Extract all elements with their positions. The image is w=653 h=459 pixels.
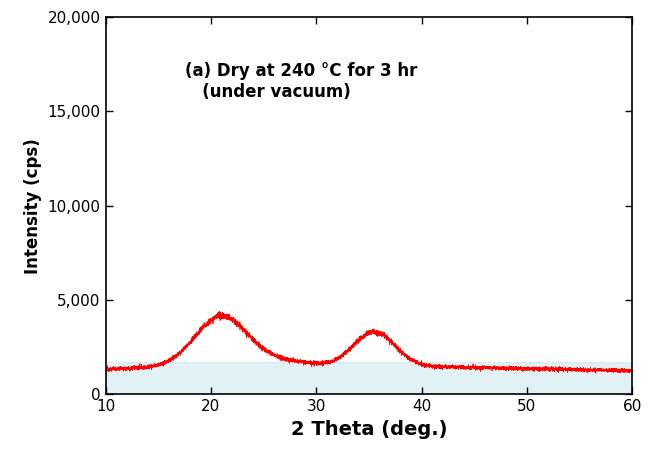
Text: (a) Dry at 240 °C for 3 hr
   (under vacuum): (a) Dry at 240 °C for 3 hr (under vacuum… xyxy=(185,62,417,101)
Y-axis label: Intensity (cps): Intensity (cps) xyxy=(24,138,42,274)
Bar xyxy=(106,362,632,394)
X-axis label: 2 Theta (deg.): 2 Theta (deg.) xyxy=(291,420,447,439)
